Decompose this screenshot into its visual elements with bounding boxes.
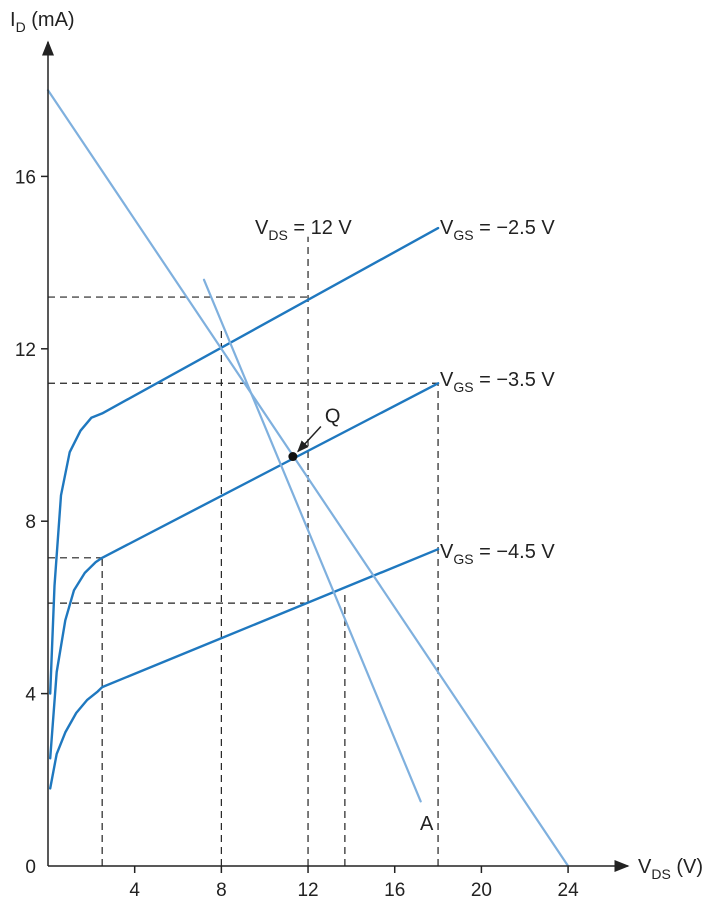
curves-and-load-lines: [46, 89, 570, 868]
vds-12v-label: VDS = 12 V: [255, 217, 352, 243]
y-tick-label-16: 16: [15, 167, 36, 188]
q-point-arrow: [297, 426, 322, 453]
y-tick-label-12: 12: [15, 340, 36, 361]
y-tick-label-4: 4: [25, 685, 36, 706]
x-axis-label-sub: DS: [651, 866, 670, 882]
vgs-minus-4-5-label-sub: GS: [453, 551, 473, 567]
axes: [42, 40, 630, 872]
load-line-main: [46, 89, 570, 868]
y-axis-label-main: I: [10, 9, 16, 31]
vds-12v-label-main: V: [255, 217, 269, 239]
vgs-minus-3-5-label-rest: = −3.5 V: [474, 369, 556, 391]
vgs-minus-4-5-label: VGS = −4.5 V: [440, 541, 555, 567]
vgs-curve-2: [49, 548, 440, 790]
vgs-minus-4-5-label-main: V: [440, 541, 454, 563]
x-tick-label-12: 12: [297, 880, 318, 901]
x-tick-label-4: 4: [129, 880, 140, 901]
y-tick-label-0: 0: [25, 857, 36, 878]
load-line-a-label: A: [420, 813, 434, 835]
q-point-label: Q: [325, 406, 341, 428]
y-axis-label-sub: D: [16, 19, 26, 35]
x-tick-label-24: 24: [558, 880, 580, 901]
vds-12v-label-sub: DS: [268, 227, 287, 243]
vgs-minus-2-5-label-sub: GS: [453, 227, 473, 243]
vgs-minus-4-5-label-rest: = −4.5 V: [474, 541, 556, 563]
y-axis-label: ID (mA): [10, 9, 75, 35]
x-tick-label-20: 20: [471, 880, 492, 901]
x-tick-label-8: 8: [216, 880, 227, 901]
vgs-minus-3-5-label-main: V: [440, 369, 454, 391]
vgs-minus-3-5-label: VGS = −3.5 V: [440, 369, 555, 395]
vgs-curve-0: [49, 226, 440, 695]
x-axis-label: VDS (V): [638, 856, 703, 882]
vgs-minus-2-5-label: VGS = −2.5 V: [440, 217, 555, 243]
vds-12v-label-rest: = 12 V: [288, 217, 353, 239]
q-point-marker: [288, 452, 298, 462]
vgs-minus-2-5-label-main: V: [440, 217, 454, 239]
x-axis-label-unit: (V): [671, 856, 703, 878]
y-axis-label-unit: (mA): [26, 9, 75, 31]
dashed-guide-lines: [48, 236, 439, 866]
vgs-minus-3-5-label-sub: GS: [453, 379, 473, 395]
x-tick-label-16: 16: [384, 880, 405, 901]
x-axis-label-main: V: [638, 856, 652, 878]
load-line-a: [202, 278, 422, 803]
vgs-minus-2-5-label-rest: = −2.5 V: [474, 217, 556, 239]
y-tick-label-8: 8: [25, 512, 36, 533]
q-point: Q: [288, 406, 340, 462]
axis-ticks: 4 8 12 16 20 24 0 4 8 12 16: [15, 167, 579, 901]
vgs-curve-1: [49, 382, 440, 760]
